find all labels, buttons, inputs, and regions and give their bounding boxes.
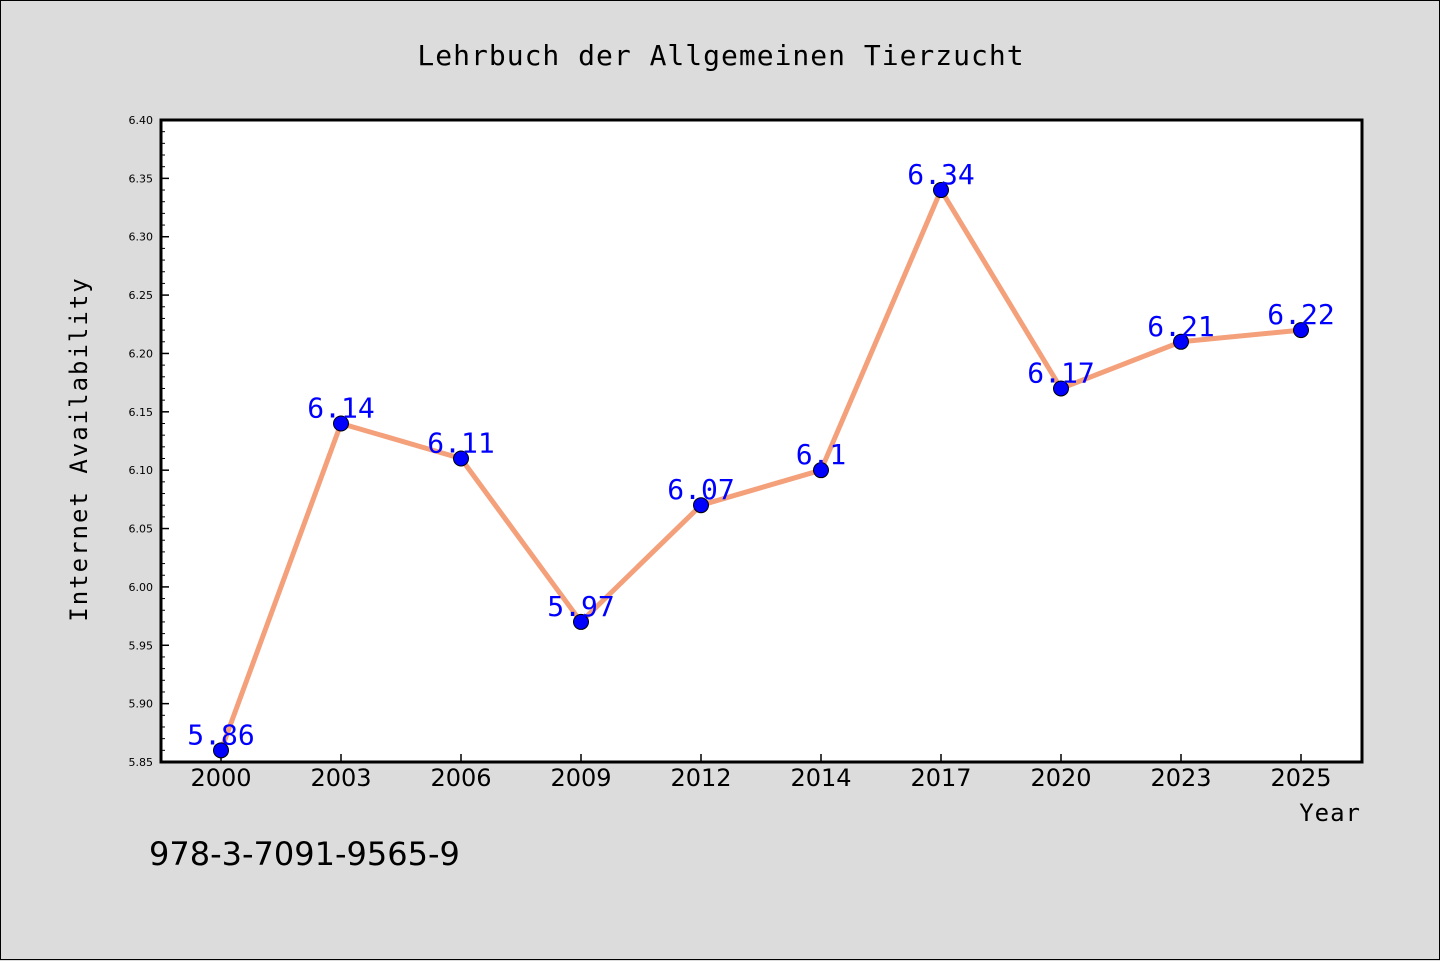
data-label: 6.21 bbox=[1147, 310, 1214, 343]
data-label: 6.07 bbox=[667, 473, 734, 506]
x-axis-label: Year bbox=[1299, 799, 1361, 827]
y-tick-label: 6.20 bbox=[129, 347, 154, 360]
data-point bbox=[1293, 322, 1309, 339]
data-label: 6.17 bbox=[1027, 356, 1094, 389]
plot-area bbox=[159, 118, 1364, 764]
data-point bbox=[213, 742, 229, 759]
y-tick-label: 5.85 bbox=[129, 756, 154, 769]
footer-isbn: 978-3-7091-9565-9 bbox=[149, 835, 460, 873]
y-tick-label: 5.95 bbox=[129, 639, 154, 652]
data-point bbox=[453, 450, 469, 467]
data-point bbox=[813, 462, 829, 479]
x-tick-label: 2020 bbox=[1030, 764, 1091, 792]
y-tick-label: 6.15 bbox=[129, 406, 154, 419]
data-label: 6.22 bbox=[1267, 298, 1334, 331]
data-label: 6.11 bbox=[427, 427, 494, 460]
x-tick-label: 2017 bbox=[910, 764, 971, 792]
data-point bbox=[333, 415, 349, 432]
y-tick-label: 6.40 bbox=[129, 114, 154, 127]
series-line bbox=[218, 187, 1304, 753]
x-tick-label: 2014 bbox=[790, 764, 851, 792]
y-tick-label: 6.00 bbox=[129, 581, 154, 594]
x-tick-label: 2006 bbox=[430, 764, 491, 792]
x-axis: 2000 2003 2006 2009 2012 2014 2017 2020 2023 2025 bbox=[190, 754, 1332, 792]
data-label: 6.14 bbox=[307, 391, 374, 424]
y-tick-label: 6.10 bbox=[129, 464, 154, 477]
y-tick-label: 6.30 bbox=[129, 231, 154, 244]
data-point bbox=[1173, 333, 1189, 350]
y-axis-label: Internet Availability bbox=[65, 276, 93, 621]
x-tick-label: 2012 bbox=[670, 764, 731, 792]
y-tick-label: 5.90 bbox=[129, 698, 154, 711]
x-tick-label: 2009 bbox=[550, 764, 611, 792]
y-tick-label: 6.25 bbox=[129, 289, 154, 302]
y-axis: 5.85 5.90 5.95 6.00 6.05 6.10 6.15 6.20 6.25 6.30… bbox=[129, 114, 169, 769]
x-tick-label: 2000 bbox=[190, 764, 251, 792]
data-label: 6.1 bbox=[796, 438, 847, 471]
data-point bbox=[933, 182, 949, 199]
y-tick-label: 6.05 bbox=[129, 523, 154, 536]
data-point bbox=[1053, 380, 1069, 397]
chart-title: Lehrbuch der Allgemeinen Tierzucht bbox=[417, 39, 1024, 72]
x-tick-label: 2023 bbox=[1150, 764, 1211, 792]
data-point bbox=[573, 613, 589, 630]
series-layer bbox=[213, 182, 1309, 759]
x-tick-label: 2025 bbox=[1270, 764, 1331, 792]
y-tick-label: 6.35 bbox=[129, 172, 154, 185]
data-label: 5.97 bbox=[547, 590, 614, 623]
data-label: 5.86 bbox=[187, 718, 254, 751]
x-tick-label: 2003 bbox=[310, 764, 371, 792]
data-point bbox=[693, 497, 709, 514]
data-label: 6.34 bbox=[907, 158, 974, 191]
data-label-layer: 5.86 6.14 6.11 5.97 6.07 6.1 6.34 6.17 6.21 6.22 bbox=[187, 158, 1334, 751]
